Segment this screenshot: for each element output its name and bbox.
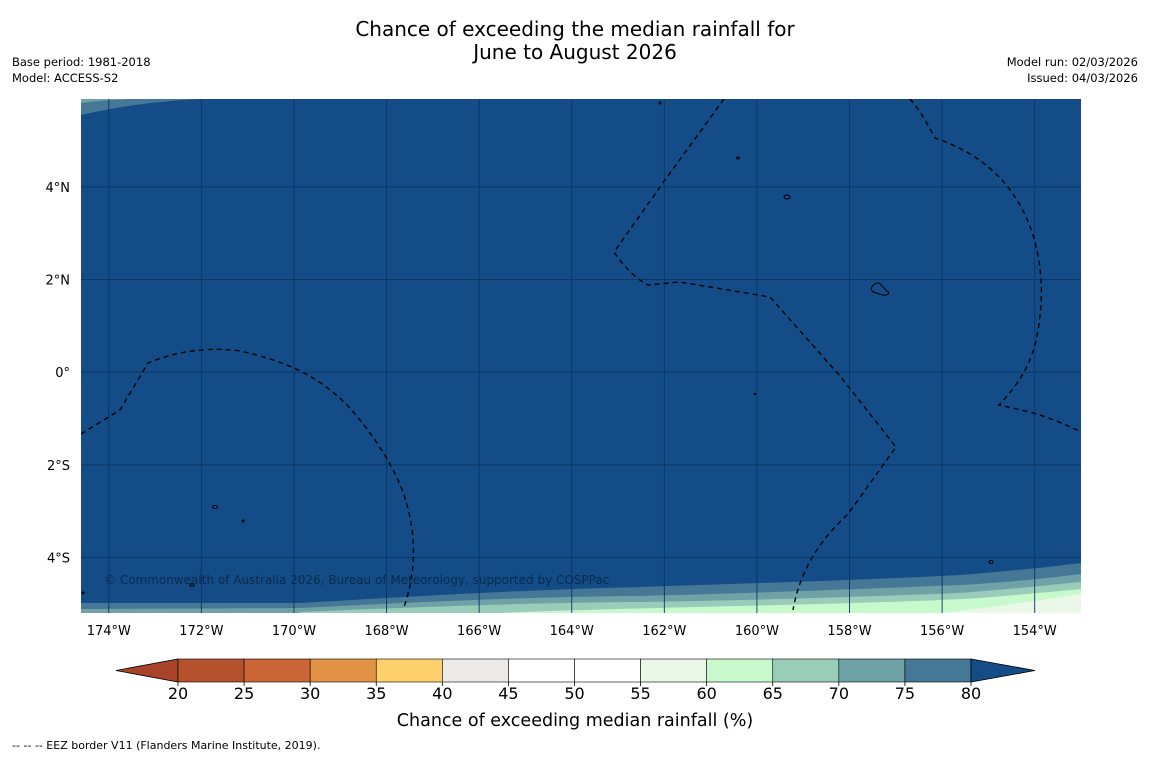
colorbar-tick-label: 20: [168, 684, 188, 703]
colorbar-tick-label: 80: [961, 684, 981, 703]
y-tick-label: 2°N: [46, 274, 71, 289]
map-title: Chance of exceeding the median rainfall …: [0, 18, 1150, 64]
colorbar-segment: [838, 658, 906, 683]
issued-text: Issued: 04/03/2026: [1027, 71, 1138, 85]
x-tick-label: 172°W: [179, 624, 223, 639]
colorbar-tick-label: 55: [630, 684, 650, 703]
islands: [81, 101, 994, 595]
nw-contour-75-80: [81, 99, 200, 115]
ocean-field-80plus: [81, 99, 1081, 613]
y-tick-label: 4°S: [47, 551, 70, 566]
colorbar-segment: [904, 658, 972, 683]
island-5: [988, 560, 994, 564]
island-4: [736, 156, 740, 160]
x-tick-label: 158°W: [827, 624, 871, 639]
colorbar-segment: [375, 658, 443, 683]
colorbar-tick-label: 70: [829, 684, 849, 703]
colorbar-segment: [640, 658, 707, 683]
island-10: [81, 591, 85, 595]
colorbar-segment: [309, 658, 377, 683]
colorbar-tick-label: 45: [498, 684, 518, 703]
x-tick-label: 154°W: [1013, 624, 1057, 639]
eez-borders: [81, 99, 1081, 611]
colorbar-segment: [706, 658, 774, 683]
island-8: [241, 519, 245, 523]
colorbar: 20 25 30 35 40 45 50 55 60 65 70 75 80: [115, 658, 1036, 703]
y-tick-label: 0°: [55, 366, 70, 381]
colorbar-segment: [243, 658, 311, 683]
colorbar-tick-label: 65: [763, 684, 783, 703]
colorbar-tick-label: 60: [696, 684, 716, 703]
colorbar-tick-label: 25: [234, 684, 254, 703]
x-tick-label: 160°W: [735, 624, 779, 639]
colorbar-extend-low: [115, 658, 179, 683]
island-7: [658, 101, 662, 105]
island-1: [783, 194, 791, 200]
x-tick-label: 164°W: [550, 624, 594, 639]
base-period-text: Base period: 1981-2018: [12, 55, 151, 69]
island-9: [753, 392, 757, 396]
map-credit: © Commonwealth of Australia 2026, Bureau…: [104, 573, 609, 587]
nw-contour-70-75: [81, 99, 130, 103]
eez-border-east: [909, 99, 1081, 433]
colorbar-tick-label: 35: [366, 684, 386, 703]
colorbar-tick-label: 30: [300, 684, 320, 703]
y-tick-label: 2°S: [47, 459, 70, 474]
x-tick-label: 156°W: [920, 624, 964, 639]
colorbar-tick-label: 75: [895, 684, 915, 703]
colorbar-tick-label: 50: [564, 684, 584, 703]
south-band-60-65: [500, 589, 1081, 613]
eez-border-west: [81, 348, 415, 608]
colorbar-segment: [574, 658, 641, 683]
map-title-line1: Chance of exceeding the median rainfall …: [355, 17, 795, 41]
island-2: [870, 282, 890, 296]
colorbar-label: Chance of exceeding median rainfall (%): [397, 711, 753, 731]
meta-left: Base period: 1981-2018 Model: ACCESS-S2: [12, 54, 151, 86]
map-title-line2: June to August 2026: [473, 40, 677, 64]
south-band-55-60: [940, 594, 1081, 613]
x-axis: 174°W 172°W 170°W 168°W 166°W 164°W 162°W 160°W…: [87, 624, 1057, 639]
gridlines: [81, 99, 1081, 613]
colorbar-segment: [508, 658, 575, 683]
colorbar-segment: [442, 658, 509, 683]
x-tick-label: 162°W: [642, 624, 686, 639]
map-area: © Commonwealth of Australia 2026, Bureau…: [81, 99, 1081, 613]
meta-right: Model run: 02/03/2026 Issued: 04/03/2026: [1007, 54, 1138, 86]
colorbar-segment: [772, 658, 840, 683]
y-tick-label: 4°N: [46, 181, 71, 196]
colorbar-tick-label: 40: [432, 684, 452, 703]
footnote: -- -- -- EEZ border V11 (Flanders Marine…: [12, 739, 321, 752]
colorbar-segment: [177, 658, 245, 683]
model-run-text: Model run: 02/03/2026: [1006, 55, 1138, 69]
model-text: Model: ACCESS-S2: [12, 71, 119, 85]
x-tick-label: 174°W: [87, 624, 131, 639]
y-axis: 4°N 2°N 0° 2°S 4°S: [46, 181, 71, 566]
colorbar-extend-high: [970, 658, 1036, 683]
eez-border-central: [613, 99, 897, 611]
island-3: [212, 505, 218, 509]
x-tick-label: 168°W: [364, 624, 408, 639]
island-6: [189, 583, 195, 587]
x-tick-label: 166°W: [457, 624, 501, 639]
x-tick-label: 170°W: [272, 624, 316, 639]
